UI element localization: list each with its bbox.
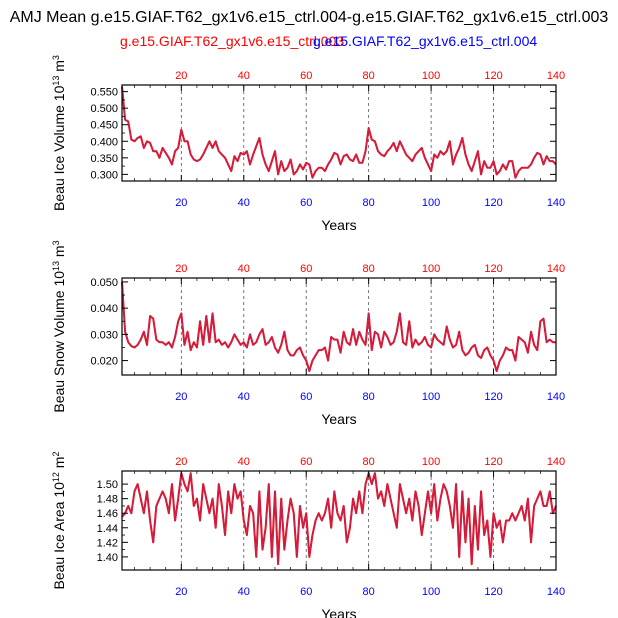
x-tick-label-bottom: 140 xyxy=(547,391,565,403)
chart-panel-3: 1.40 1.42 1.44 1.46 1.48 1.50 20 40 60 80 100 120 14… xyxy=(51,451,565,618)
x-tick-label-bottom: 40 xyxy=(238,586,250,598)
x-tick-label-bottom: 20 xyxy=(175,586,187,598)
y-tick-label: 1.50 xyxy=(97,479,118,491)
x-tick-label-top: 80 xyxy=(363,70,375,82)
y-axis-label: Beau Ice Volume 1013 m3 xyxy=(51,55,67,211)
x-axis-label: Years xyxy=(321,217,356,233)
y-tick-label: 1.44 xyxy=(97,523,118,535)
y-tick-label: 0.400 xyxy=(90,136,118,148)
x-tick-label-top: 140 xyxy=(547,70,565,82)
x-tick-label-bottom: 120 xyxy=(484,586,502,598)
y-tick-label: 0.040 xyxy=(90,303,118,315)
y-tick-label: 1.46 xyxy=(97,508,118,520)
series-line-ctrl-003 xyxy=(121,281,556,373)
x-tick-label-top: 100 xyxy=(422,456,440,468)
x-tick-label-bottom: 80 xyxy=(363,197,375,209)
x-tick-label-bottom: 100 xyxy=(422,197,440,209)
x-tick-label-top: 80 xyxy=(363,456,375,468)
x-tick-label-bottom: 120 xyxy=(484,391,502,403)
y-tick-label: 0.030 xyxy=(90,329,118,341)
series-line-ctrl-004 xyxy=(121,86,557,179)
x-tick-label-bottom: 40 xyxy=(238,391,250,403)
x-tick-label-top: 40 xyxy=(238,70,250,82)
y-tick-label: 1.48 xyxy=(97,494,118,506)
x-tick-label-top: 80 xyxy=(363,263,375,275)
x-tick-label-top: 60 xyxy=(300,70,312,82)
y-tick-label: 0.500 xyxy=(90,103,118,115)
x-tick-label-bottom: 20 xyxy=(175,197,187,209)
x-tick-label-bottom: 120 xyxy=(484,197,502,209)
chart-panel-1: 0.300 0.350 0.400 0.450 0.500 0.550 20 40 60 80 10… xyxy=(51,55,565,233)
y-tick-label: 0.300 xyxy=(90,169,118,181)
x-axis-label: Years xyxy=(321,411,356,427)
y-tick-label: 0.450 xyxy=(90,120,118,132)
chart-panels: 0.300 0.350 0.400 0.450 0.500 0.550 20 40 60 80 10… xyxy=(51,55,565,618)
x-tick-label-bottom: 80 xyxy=(363,391,375,403)
x-tick-label-bottom: 100 xyxy=(422,586,440,598)
x-tick-label-top: 100 xyxy=(422,70,440,82)
x-tick-label-bottom: 140 xyxy=(547,197,565,209)
plot-frame xyxy=(121,277,557,376)
y-tick-label: 1.40 xyxy=(97,552,118,564)
x-tick-label-top: 120 xyxy=(484,70,502,82)
legend-label-ctrl-004: g.e15.GIAF.T62_gx1v6.e15_ctrl.004 xyxy=(313,33,537,49)
legend-label-ctrl-003: g.e15.GIAF.T62_gx1v6.e15_ctrl.003 xyxy=(120,33,344,49)
x-tick-label-top: 60 xyxy=(300,456,312,468)
x-tick-label-top: 20 xyxy=(175,263,187,275)
x-tick-label-top: 120 xyxy=(484,263,502,275)
y-tick-label: 0.350 xyxy=(90,153,118,165)
y-tick-label: 0.020 xyxy=(90,356,118,368)
series-line-ctrl-004 xyxy=(121,472,557,565)
chart-panel-2: 0.020 0.030 0.040 0.050 20 40 60 80 100 120 140 20 4… xyxy=(51,240,565,427)
x-tick-label-bottom: 80 xyxy=(363,586,375,598)
x-tick-label-bottom: 60 xyxy=(300,197,312,209)
x-tick-label-bottom: 20 xyxy=(175,391,187,403)
y-tick-label: 0.550 xyxy=(90,87,118,99)
x-tick-label-top: 100 xyxy=(422,263,440,275)
x-tick-label-top: 40 xyxy=(238,456,250,468)
x-tick-label-top: 20 xyxy=(175,70,187,82)
x-tick-label-top: 60 xyxy=(300,263,312,275)
x-tick-label-bottom: 140 xyxy=(547,586,565,598)
x-tick-label-bottom: 60 xyxy=(300,391,312,403)
x-tick-label-top: 40 xyxy=(238,263,250,275)
x-tick-label-bottom: 100 xyxy=(422,391,440,403)
x-tick-label-bottom: 60 xyxy=(300,586,312,598)
y-axis-label: Beau Snow Volume 1013 m3 xyxy=(51,240,67,412)
x-tick-label-top: 20 xyxy=(175,456,187,468)
figure-title: AMJ Mean g.e15.GIAF.T62_gx1v6.e15_ctrl.0… xyxy=(10,9,609,26)
y-tick-label: 0.050 xyxy=(90,277,118,289)
x-tick-label-bottom: 40 xyxy=(238,197,250,209)
series-line-ctrl-004 xyxy=(121,281,556,372)
series-line-ctrl-003 xyxy=(121,86,557,179)
x-tick-label-top: 120 xyxy=(484,456,502,468)
x-axis-label: Years xyxy=(321,606,356,618)
x-tick-label-top: 140 xyxy=(547,456,565,468)
y-tick-label: 1.42 xyxy=(97,537,118,549)
x-tick-label-top: 140 xyxy=(547,263,565,275)
y-axis-label: Beau Ice Area 1012 m2 xyxy=(51,451,67,589)
